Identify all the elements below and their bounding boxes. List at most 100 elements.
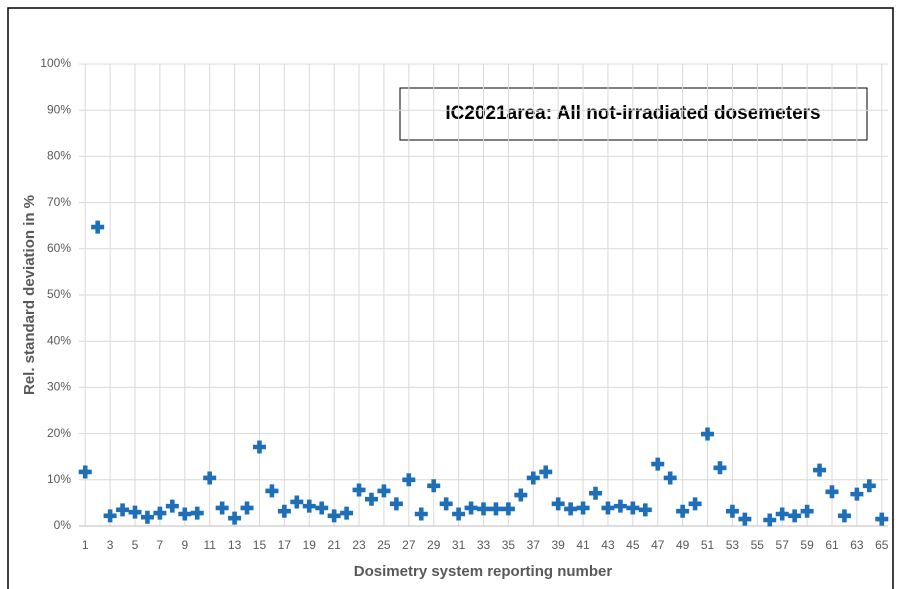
x-tick-label: 55 bbox=[751, 538, 765, 552]
point bbox=[140, 510, 154, 524]
x-tick-label: 15 bbox=[253, 538, 267, 552]
point bbox=[290, 495, 304, 509]
x-tick-label: 59 bbox=[800, 538, 814, 552]
x-tick-label: 35 bbox=[502, 538, 516, 552]
y-tick-label: 80% bbox=[47, 149, 71, 163]
y-tick-label: 10% bbox=[47, 472, 71, 486]
point bbox=[613, 499, 627, 513]
point bbox=[489, 502, 503, 516]
point bbox=[464, 501, 478, 515]
point bbox=[78, 465, 92, 479]
point bbox=[389, 497, 403, 511]
point bbox=[688, 497, 702, 511]
x-tick-label: 5 bbox=[132, 538, 139, 552]
y-tick-label: 60% bbox=[47, 241, 71, 255]
point bbox=[788, 509, 802, 523]
point bbox=[526, 471, 540, 485]
x-tick-label: 63 bbox=[850, 538, 864, 552]
point bbox=[128, 505, 142, 519]
point bbox=[701, 427, 715, 441]
point bbox=[837, 509, 851, 523]
x-tick-label: 41 bbox=[576, 538, 590, 552]
x-tick-label: 11 bbox=[203, 538, 216, 552]
point bbox=[215, 501, 229, 515]
x-tick-label: 1 bbox=[82, 538, 89, 552]
point bbox=[302, 499, 316, 513]
x-tick-label: 27 bbox=[402, 538, 416, 552]
point bbox=[178, 507, 192, 521]
point bbox=[651, 457, 665, 471]
x-tick-label: 43 bbox=[601, 538, 615, 552]
point bbox=[377, 484, 391, 498]
point bbox=[539, 465, 553, 479]
point bbox=[713, 461, 727, 475]
point bbox=[414, 507, 428, 521]
point bbox=[551, 497, 565, 511]
chart-frame bbox=[7, 7, 894, 589]
point bbox=[116, 503, 130, 517]
y-tick-label: 20% bbox=[47, 426, 71, 440]
point bbox=[477, 502, 490, 516]
y-tick-label: 50% bbox=[47, 287, 71, 301]
y-axis-title: Rel. standard deviation in % bbox=[21, 195, 38, 395]
point bbox=[340, 506, 354, 520]
point bbox=[576, 501, 590, 515]
y-tick-label: 90% bbox=[47, 102, 71, 116]
x-tick-label: 49 bbox=[676, 538, 690, 552]
point bbox=[364, 492, 378, 506]
point bbox=[501, 502, 515, 516]
point bbox=[626, 501, 640, 515]
point bbox=[190, 506, 204, 520]
point bbox=[850, 487, 864, 501]
point bbox=[738, 512, 752, 526]
y-tick-label: 70% bbox=[47, 195, 71, 209]
point bbox=[252, 440, 266, 454]
point bbox=[265, 484, 279, 498]
x-tick-label: 39 bbox=[551, 538, 565, 552]
point bbox=[663, 471, 677, 485]
point bbox=[327, 509, 341, 523]
x-tick-label: 53 bbox=[726, 538, 740, 552]
point bbox=[103, 509, 117, 523]
point bbox=[402, 473, 416, 487]
x-tick-label: 37 bbox=[527, 538, 541, 552]
x-tick-label: 19 bbox=[303, 538, 317, 552]
x-tick-label: 33 bbox=[477, 538, 491, 552]
point bbox=[203, 471, 217, 485]
x-tick-label: 3 bbox=[107, 538, 114, 552]
x-tick-label: 65 bbox=[875, 538, 889, 552]
x-tick-label: 13 bbox=[228, 538, 242, 552]
point bbox=[352, 483, 366, 497]
point bbox=[638, 503, 652, 517]
x-tick-label: 7 bbox=[157, 538, 164, 552]
point bbox=[862, 479, 876, 493]
y-tick-label: 100% bbox=[40, 56, 71, 70]
point bbox=[775, 507, 789, 521]
y-tick-label: 0% bbox=[54, 518, 72, 532]
x-tick-label: 31 bbox=[452, 538, 466, 552]
point bbox=[875, 512, 889, 526]
point bbox=[277, 504, 291, 518]
point bbox=[165, 499, 179, 513]
x-tick-label: 57 bbox=[776, 538, 790, 552]
x-axis-title: Dosimetry system reporting number bbox=[354, 563, 613, 580]
point bbox=[676, 504, 690, 518]
point bbox=[240, 501, 254, 515]
x-tick-label: 9 bbox=[181, 538, 188, 552]
point bbox=[564, 502, 578, 516]
x-tick-label: 51 bbox=[701, 538, 715, 552]
point bbox=[601, 501, 615, 515]
point bbox=[315, 501, 329, 515]
point bbox=[725, 504, 739, 518]
x-tick-label: 47 bbox=[651, 538, 665, 552]
point bbox=[439, 497, 453, 511]
x-tick-label: 61 bbox=[825, 538, 839, 552]
point bbox=[800, 504, 814, 518]
point bbox=[228, 511, 242, 525]
title-box bbox=[399, 87, 868, 141]
point bbox=[514, 488, 528, 502]
point bbox=[153, 506, 167, 520]
point bbox=[813, 463, 827, 477]
x-tick-label: 21 bbox=[327, 538, 341, 552]
